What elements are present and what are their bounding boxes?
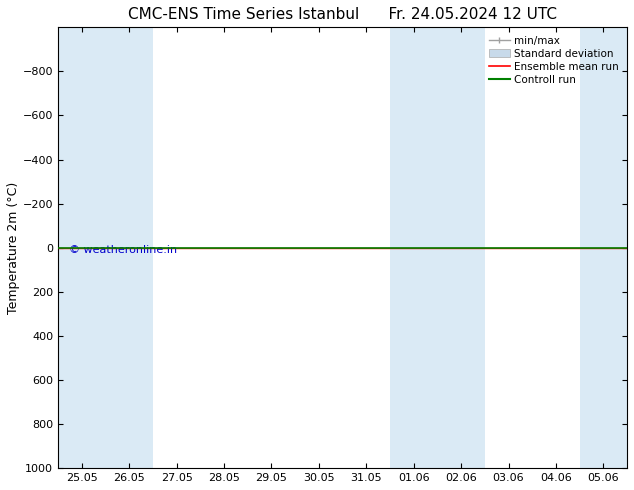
Bar [437,27,485,468]
Bar [105,27,153,468]
Bar [390,27,437,468]
Text: © weatheronline.in: © weatheronline.in [70,245,178,255]
Y-axis label: Temperature 2m (°C): Temperature 2m (°C) [7,182,20,314]
Bar [579,27,627,468]
Bar [58,27,105,468]
Title: CMC-ENS Time Series Istanbul      Fr. 24.05.2024 12 UTC: CMC-ENS Time Series Istanbul Fr. 24.05.2… [128,7,557,22]
Legend: min/max, Standard deviation, Ensemble mean run, Controll run: min/max, Standard deviation, Ensemble me… [486,32,622,88]
